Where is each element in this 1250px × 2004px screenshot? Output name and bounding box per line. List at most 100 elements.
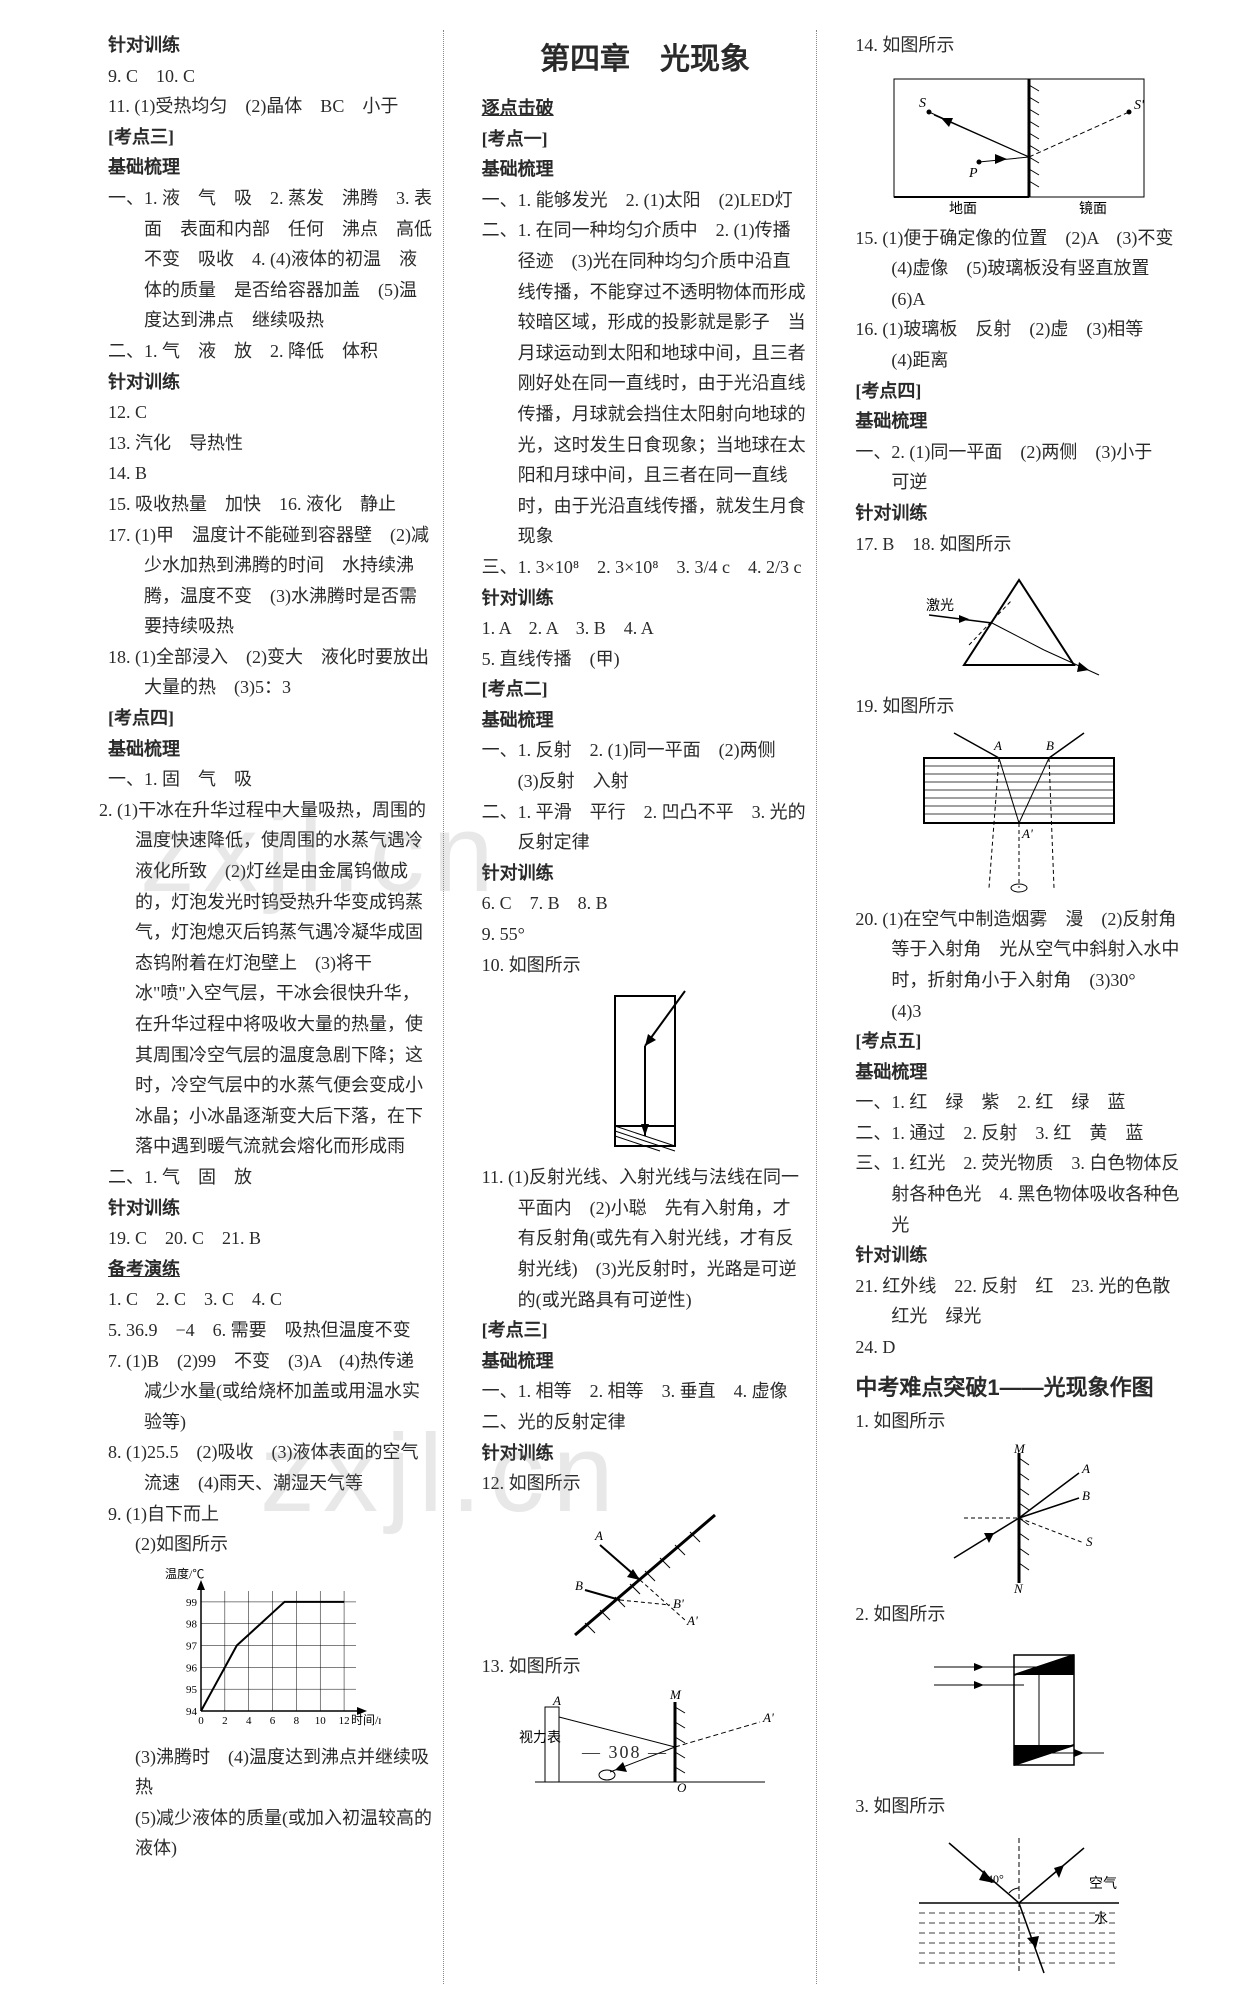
svg-text:水: 水 xyxy=(1094,1911,1108,1927)
heading: 备考演练 xyxy=(108,1254,435,1285)
svg-text:地面: 地面 xyxy=(949,201,977,217)
text-line: 9. (1)自下而上 xyxy=(108,1499,435,1530)
svg-text:O: O xyxy=(677,1780,687,1795)
text-line: 13. 汽化 导热性 xyxy=(108,428,435,459)
figure-breakthrough-1: M N A B S xyxy=(934,1443,1104,1593)
svg-text:A: A xyxy=(594,1528,603,1543)
svg-text:98: 98 xyxy=(186,1618,198,1630)
chapter-title: 第四章 光现象 xyxy=(482,34,809,85)
svg-text:8: 8 xyxy=(294,1715,300,1727)
svg-text:N: N xyxy=(1013,1581,1024,1593)
svg-text:6: 6 xyxy=(270,1715,276,1727)
text-line: (5)减少液体的质量(或加入初温较高的液体) xyxy=(108,1803,435,1864)
text-line: 21. 红外线 22. 反射 红 23. 光的色散 红光 绿光 xyxy=(855,1271,1182,1332)
text-line: 16. (1)玻璃板 反射 (2)虚 (3)相等 (4)距离 xyxy=(855,314,1182,375)
svg-text:A': A' xyxy=(686,1613,698,1628)
text-line: 3. 如图所示 xyxy=(855,1791,1182,1822)
svg-text:空气: 空气 xyxy=(1089,1876,1117,1892)
text-line: 11. (1)反射光线、入射光线与法线在同一平面内 (2)小聪 先有入射角，才有… xyxy=(482,1162,809,1315)
heading: [考点四] xyxy=(108,703,435,734)
text-line: 8. (1)25.5 (2)吸收 (3)液体表面的空气流速 (4)雨天、潮湿天气… xyxy=(108,1437,435,1498)
svg-text:S: S xyxy=(919,96,926,111)
text-line: 1. 如图所示 xyxy=(855,1406,1182,1437)
heading: 针对训练 xyxy=(482,1438,809,1469)
text-line: 二、1. 平滑 平行 2. 凹凸不平 3. 光的反射定律 xyxy=(482,797,809,858)
svg-text:视力表: 视力表 xyxy=(519,1730,561,1746)
heading: [考点二] xyxy=(482,674,809,705)
text-line: 15. 吸收热量 加快 16. 液化 静止 xyxy=(108,489,435,520)
text-line: 20. (1)在空气中制造烟雾 漫 (2)反射角等于入射角 光从空气中斜射入水中… xyxy=(855,904,1182,1026)
heading: 针对训练 xyxy=(855,1240,1182,1271)
heading: [考点一] xyxy=(482,124,809,155)
text-line: 一、1. 反射 2. (1)同一平面 (2)两侧 (3)反射 入射 xyxy=(482,735,809,796)
heading: 针对训练 xyxy=(482,858,809,889)
svg-text:97: 97 xyxy=(186,1640,198,1652)
text-line: 一、1. 相等 2. 相等 3. 垂直 4. 虚像 xyxy=(482,1376,809,1407)
text-line: 12. 如图所示 xyxy=(482,1468,809,1499)
svg-text:99: 99 xyxy=(186,1597,198,1609)
heading: 基础梳理 xyxy=(482,1346,809,1377)
text-line: 三、1. 3×10⁸ 2. 3×10⁸ 3. 3/4 c 4. 2/3 c xyxy=(482,552,809,583)
svg-text:A': A' xyxy=(762,1710,774,1725)
svg-text:M: M xyxy=(1013,1443,1026,1456)
svg-text:S: S xyxy=(1086,1534,1093,1549)
text-line: 17. B 18. 如图所示 xyxy=(855,529,1182,560)
heading: 针对训练 xyxy=(108,1193,435,1224)
heading: [考点五] xyxy=(855,1026,1182,1057)
text-line: 1. A 2. A 3. B 4. A xyxy=(482,613,809,644)
svg-text:0: 0 xyxy=(199,1715,205,1727)
svg-text:镜面: 镜面 xyxy=(1079,201,1107,217)
text-line: 7. (1)B (2)99 不变 (3)A (4)热传递 减少水量(或给烧杯加盖… xyxy=(108,1346,435,1438)
text-line: 二、1. 气 液 放 2. 降低 体积 xyxy=(108,336,435,367)
text-line: 24. D xyxy=(855,1332,1182,1363)
figure-breakthrough-2 xyxy=(924,1635,1114,1785)
text-line: 13. 如图所示 xyxy=(482,1651,809,1682)
heading: 基础梳理 xyxy=(108,734,435,765)
heading: [考点四] xyxy=(855,376,1182,407)
text-line: 5. 36.9 −4 6. 需要 吸热但温度不变 xyxy=(108,1315,435,1346)
svg-text:96: 96 xyxy=(186,1662,198,1674)
section-title: 中考难点突破1——光现象作图 xyxy=(855,1369,1182,1406)
temperature-chart: 温度/℃ 时间/min 024681012 949596979899 xyxy=(161,1566,381,1736)
svg-text:40°: 40° xyxy=(987,1872,1004,1886)
heading: 针对训练 xyxy=(108,367,435,398)
text-line: 二、1. 气 固 放 xyxy=(108,1162,435,1193)
svg-text:A: A xyxy=(993,738,1002,753)
svg-text:M: M xyxy=(669,1687,682,1702)
text-line: 一、1. 能够发光 2. (1)太阳 (2)LED灯 xyxy=(482,185,809,216)
text-line: 15. (1)便于确定像的位置 (2)A (3)不变 (4)虚像 (5)玻璃板没… xyxy=(855,223,1182,315)
figure-10 xyxy=(590,986,700,1156)
svg-text:10: 10 xyxy=(315,1715,327,1727)
text-line: 一、1. 红 绿 紫 2. 红 绿 蓝 xyxy=(855,1087,1182,1118)
heading: 针对训练 xyxy=(108,30,435,61)
heading: 基础梳理 xyxy=(855,406,1182,437)
svg-text:95: 95 xyxy=(186,1684,198,1696)
text-line: (2)如图所示 xyxy=(108,1529,435,1560)
chart-xlabel: 时间/min xyxy=(351,1713,381,1727)
svg-text:A': A' xyxy=(1021,826,1033,841)
heading: 基础梳理 xyxy=(855,1057,1182,1088)
column-2: 第四章 光现象 逐点击破 [考点一] 基础梳理 一、1. 能够发光 2. (1)… xyxy=(474,30,818,1984)
text-line: 一、1. 液 气 吸 2. 蒸发 沸腾 3. 表面 表面和内部 任何 沸点 高低… xyxy=(108,183,435,336)
figure-12: A A' B B' xyxy=(545,1505,745,1645)
svg-text:B': B' xyxy=(673,1596,684,1611)
text-line: 18. (1)全部浸入 (2)变大 液化时要放出大量的热 (3)5：3 xyxy=(108,642,435,703)
heading: [考点三] xyxy=(482,1315,809,1346)
heading: 针对训练 xyxy=(482,583,809,614)
svg-text:A: A xyxy=(552,1693,561,1708)
text-line: 11. (1)受热均匀 (2)晶体 BC 小于 xyxy=(108,91,435,122)
svg-text:P: P xyxy=(968,166,978,181)
heading: [考点三] xyxy=(108,122,435,153)
column-1: 针对训练 9. C 10. C 11. (1)受热均匀 (2)晶体 BC 小于 … xyxy=(100,30,444,1984)
figure-14: 地面 镜面 S S' P xyxy=(879,67,1159,217)
text-line: 14. B xyxy=(108,458,435,489)
column-3: 14. 如图所示 地面 镜面 S S' P 15. (1)便于确定像的位置 (2… xyxy=(847,30,1190,1984)
text-line: 17. (1)甲 温度计不能碰到容器壁 (2)减少水加热到沸腾的时间 水持续沸腾… xyxy=(108,520,435,642)
svg-text:12: 12 xyxy=(339,1715,350,1727)
svg-text:S': S' xyxy=(1134,98,1145,113)
text-line: 2. (1)干冰在升华过程中大量吸热，周围的温度快速降低，使周围的水蒸气遇冷液化… xyxy=(108,795,435,1162)
heading: 针对训练 xyxy=(855,498,1182,529)
text-line: 二、1. 通过 2. 反射 3. 红 黄 蓝 xyxy=(855,1118,1182,1149)
svg-text:B: B xyxy=(575,1578,583,1593)
text-line: 5. 直线传播 (甲) xyxy=(482,644,809,675)
